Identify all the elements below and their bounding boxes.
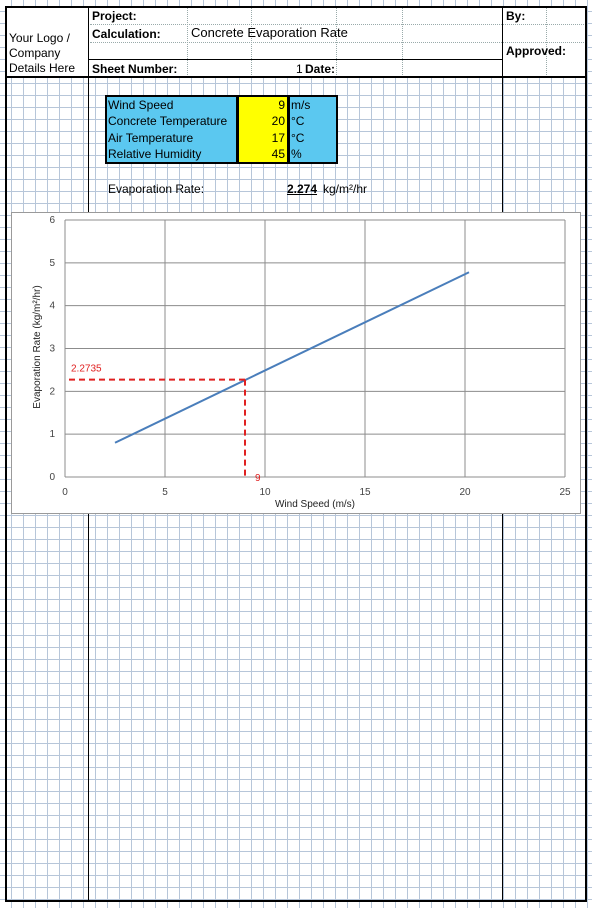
evaporation-rate-value: 2.274 <box>287 182 318 196</box>
body-left-margin-lower <box>88 512 89 902</box>
wind-speed-value[interactable]: 9 <box>278 98 285 112</box>
body-right-margin <box>502 78 503 212</box>
concrete-temperature-label: Concrete Temperature <box>108 114 228 128</box>
x-tick-label: 25 <box>559 487 571 498</box>
air-temperature-unit: °C <box>291 131 305 145</box>
evaporation-chart[interactable]: 0 5 10 15 20 25 0 1 2 3 4 5 6 2.2735 9 Wind Speed (m/… <box>11 212 581 514</box>
concrete-temperature-value[interactable]: 20 <box>271 114 285 128</box>
x-tick-label: 10 <box>259 487 271 498</box>
header-logo-divider <box>88 6 89 78</box>
wind-speed-unit: m/s <box>291 98 311 112</box>
calculation-label: Calculation: <box>92 27 161 41</box>
marker-x-label: 9 <box>255 473 261 484</box>
body-right-margin-lower <box>502 512 503 902</box>
company-logo-line-1: Your Logo / <box>9 31 70 45</box>
chart-marker: 2.2735 9 <box>69 364 261 484</box>
header-right-divider <box>502 6 503 78</box>
evaporation-rate-label: Evaporation Rate: <box>108 182 205 196</box>
input-label-column <box>105 95 238 164</box>
header-bottom-border <box>6 76 586 78</box>
input-table: Wind Speed 9 m/s Concrete Temperature 20… <box>105 95 338 164</box>
chart-gridlines <box>64 219 566 478</box>
air-temperature-value[interactable]: 17 <box>271 131 285 145</box>
input-unit-column <box>288 95 338 164</box>
calculation-value[interactable]: Concrete Evaporation Rate <box>191 25 348 40</box>
series-line <box>114 271 470 444</box>
y-tick-label: 4 <box>49 301 55 312</box>
sheet-number-value[interactable]: 1 <box>296 62 303 76</box>
frame-right <box>585 6 587 902</box>
y-tick-label: 6 <box>49 215 55 226</box>
frame-bottom <box>5 900 587 902</box>
body-left-margin <box>88 78 89 212</box>
project-label: Project: <box>92 9 137 23</box>
y-tick-label: 3 <box>49 344 55 355</box>
by-label: By: <box>506 9 526 23</box>
y-tick-label: 2 <box>49 386 55 397</box>
header-block <box>6 6 586 77</box>
relative-humidity-unit: % <box>291 147 302 161</box>
wind-speed-label: Wind Speed <box>108 98 174 112</box>
chart-series <box>114 271 470 444</box>
evaporation-rate-unit: kg/m²/hr <box>323 182 368 196</box>
approved-label: Approved: <box>506 44 566 58</box>
relative-humidity-value[interactable]: 45 <box>271 147 285 161</box>
concrete-temperature-unit: °C <box>291 114 305 128</box>
air-temperature-label: Air Temperature <box>108 131 194 145</box>
y-tick-label: 5 <box>49 258 55 269</box>
input-value-column <box>237 95 289 164</box>
sheet-number-label: Sheet Number: <box>92 62 178 76</box>
chart-x-axis-label: Wind Speed (m/s) <box>275 499 355 510</box>
chart-tick-labels: 0 5 10 15 20 25 0 1 2 3 4 5 6 <box>49 215 571 498</box>
x-tick-label: 5 <box>162 487 168 498</box>
chart-plot: 0 5 10 15 20 25 0 1 2 3 4 5 6 2.2735 9 Wind Speed (m/… <box>32 215 571 510</box>
x-tick-label: 0 <box>62 487 68 498</box>
x-tick-label: 15 <box>359 487 371 498</box>
company-logo-line-2: Company <box>9 46 61 60</box>
frame-top <box>6 6 586 8</box>
date-label: Date: <box>305 62 336 76</box>
header-row-divider <box>88 59 503 60</box>
y-tick-label: 0 <box>49 472 55 483</box>
frame-left <box>5 6 7 902</box>
company-logo-line-3: Details Here <box>9 61 76 75</box>
y-tick-label: 1 <box>49 429 55 440</box>
x-tick-label: 20 <box>459 487 471 498</box>
chart-y-axis-label: Evaporation Rate (kg/m²/hr) <box>32 285 43 408</box>
marker-y-label: 2.2735 <box>71 364 102 375</box>
relative-humidity-label: Relative Humidity <box>108 147 202 161</box>
